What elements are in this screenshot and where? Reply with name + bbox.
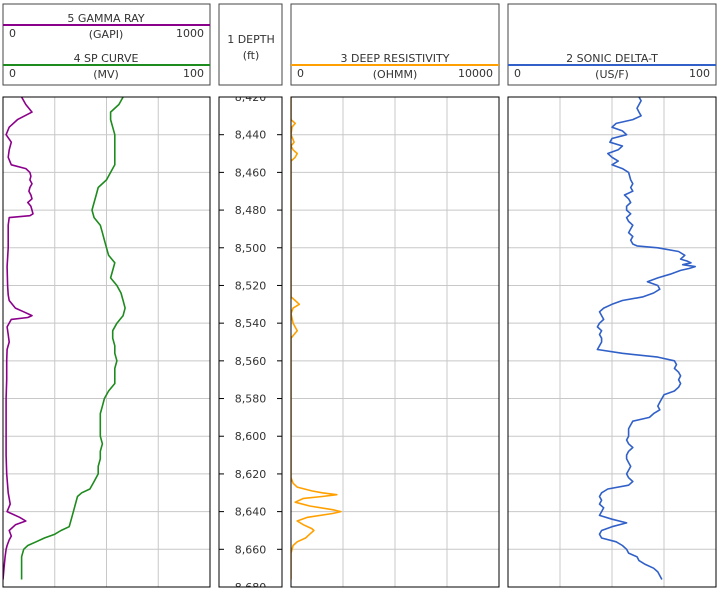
depth-title: 1 DEPTH [227,33,275,46]
sonic-min: 0 [514,67,521,80]
depth-header: 1 DEPTH (ft) [218,3,283,86]
depth-tick-label: 8,560 [235,355,267,368]
depth-tick-label: 8,660 [235,543,267,556]
track3-header: 3 DEEP RESISTIVITY 0 (OHMM) 10000 [290,3,500,86]
depth-tick-label: 8,440 [235,129,267,142]
sp-curve-unit: (MV) [93,68,119,81]
track1-frame [2,96,211,588]
track1-header: 5 GAMMA RAY 0 (GAPI) 1000 4 SP CURVE 0 (… [2,3,211,86]
depth-tick-label: 8,540 [235,317,267,330]
track4-header: 2 SONIC DELTA-T 0 (US/F) 100 [507,3,717,86]
sonic-unit: (US/F) [595,68,629,81]
sp-curve-curve [20,97,126,580]
gamma-ray-min: 0 [9,27,16,40]
track3-plot [290,96,500,588]
depth-tick-label: 8,460 [235,166,267,179]
track4-plot [507,96,717,588]
resistivity-max: 10000 [458,67,493,80]
depth-tick-label: 8,640 [235,506,267,519]
gamma-ray-unit: (GAPI) [89,28,124,41]
sonic-max: 100 [689,67,710,80]
gamma-ray-max: 1000 [176,27,204,40]
depth-tick-label: 8,500 [235,242,267,255]
depth-tick-label: 8,580 [235,393,267,406]
depth-tick-label: 8,480 [235,204,267,217]
gamma-ray-title: 5 GAMMA RAY [67,12,144,25]
sonic-delta-t-curve [596,97,697,580]
track1-plot [2,96,211,588]
sonic-title: 2 SONIC DELTA-T [566,52,658,65]
track3-frame [290,96,500,588]
depth-track-plot: 8,420 8,440 8,460 8,480 8,500 8,520 8,540 8,560… [218,91,283,592]
track4-frame [507,96,717,588]
depth-tick-label: 8,600 [235,430,267,443]
depth-tick-label: 8,420 [235,91,267,104]
deep-resistivity-curve [291,97,342,580]
resistivity-min: 0 [297,67,304,80]
resistivity-unit: (OHMM) [373,68,418,81]
depth-tick-label: 8,620 [235,468,267,481]
depth-unit: (ft) [243,49,260,62]
sp-curve-min: 0 [9,67,16,80]
depth-tick-label: 8,520 [235,279,267,292]
sp-curve-title: 4 SP CURVE [74,52,139,65]
gamma-ray-curve [3,97,34,580]
depth-tick-label: 8,680 [235,581,267,592]
depth-frame [218,96,283,588]
sp-curve-max: 100 [183,67,204,80]
resistivity-title: 3 DEEP RESISTIVITY [341,52,450,65]
